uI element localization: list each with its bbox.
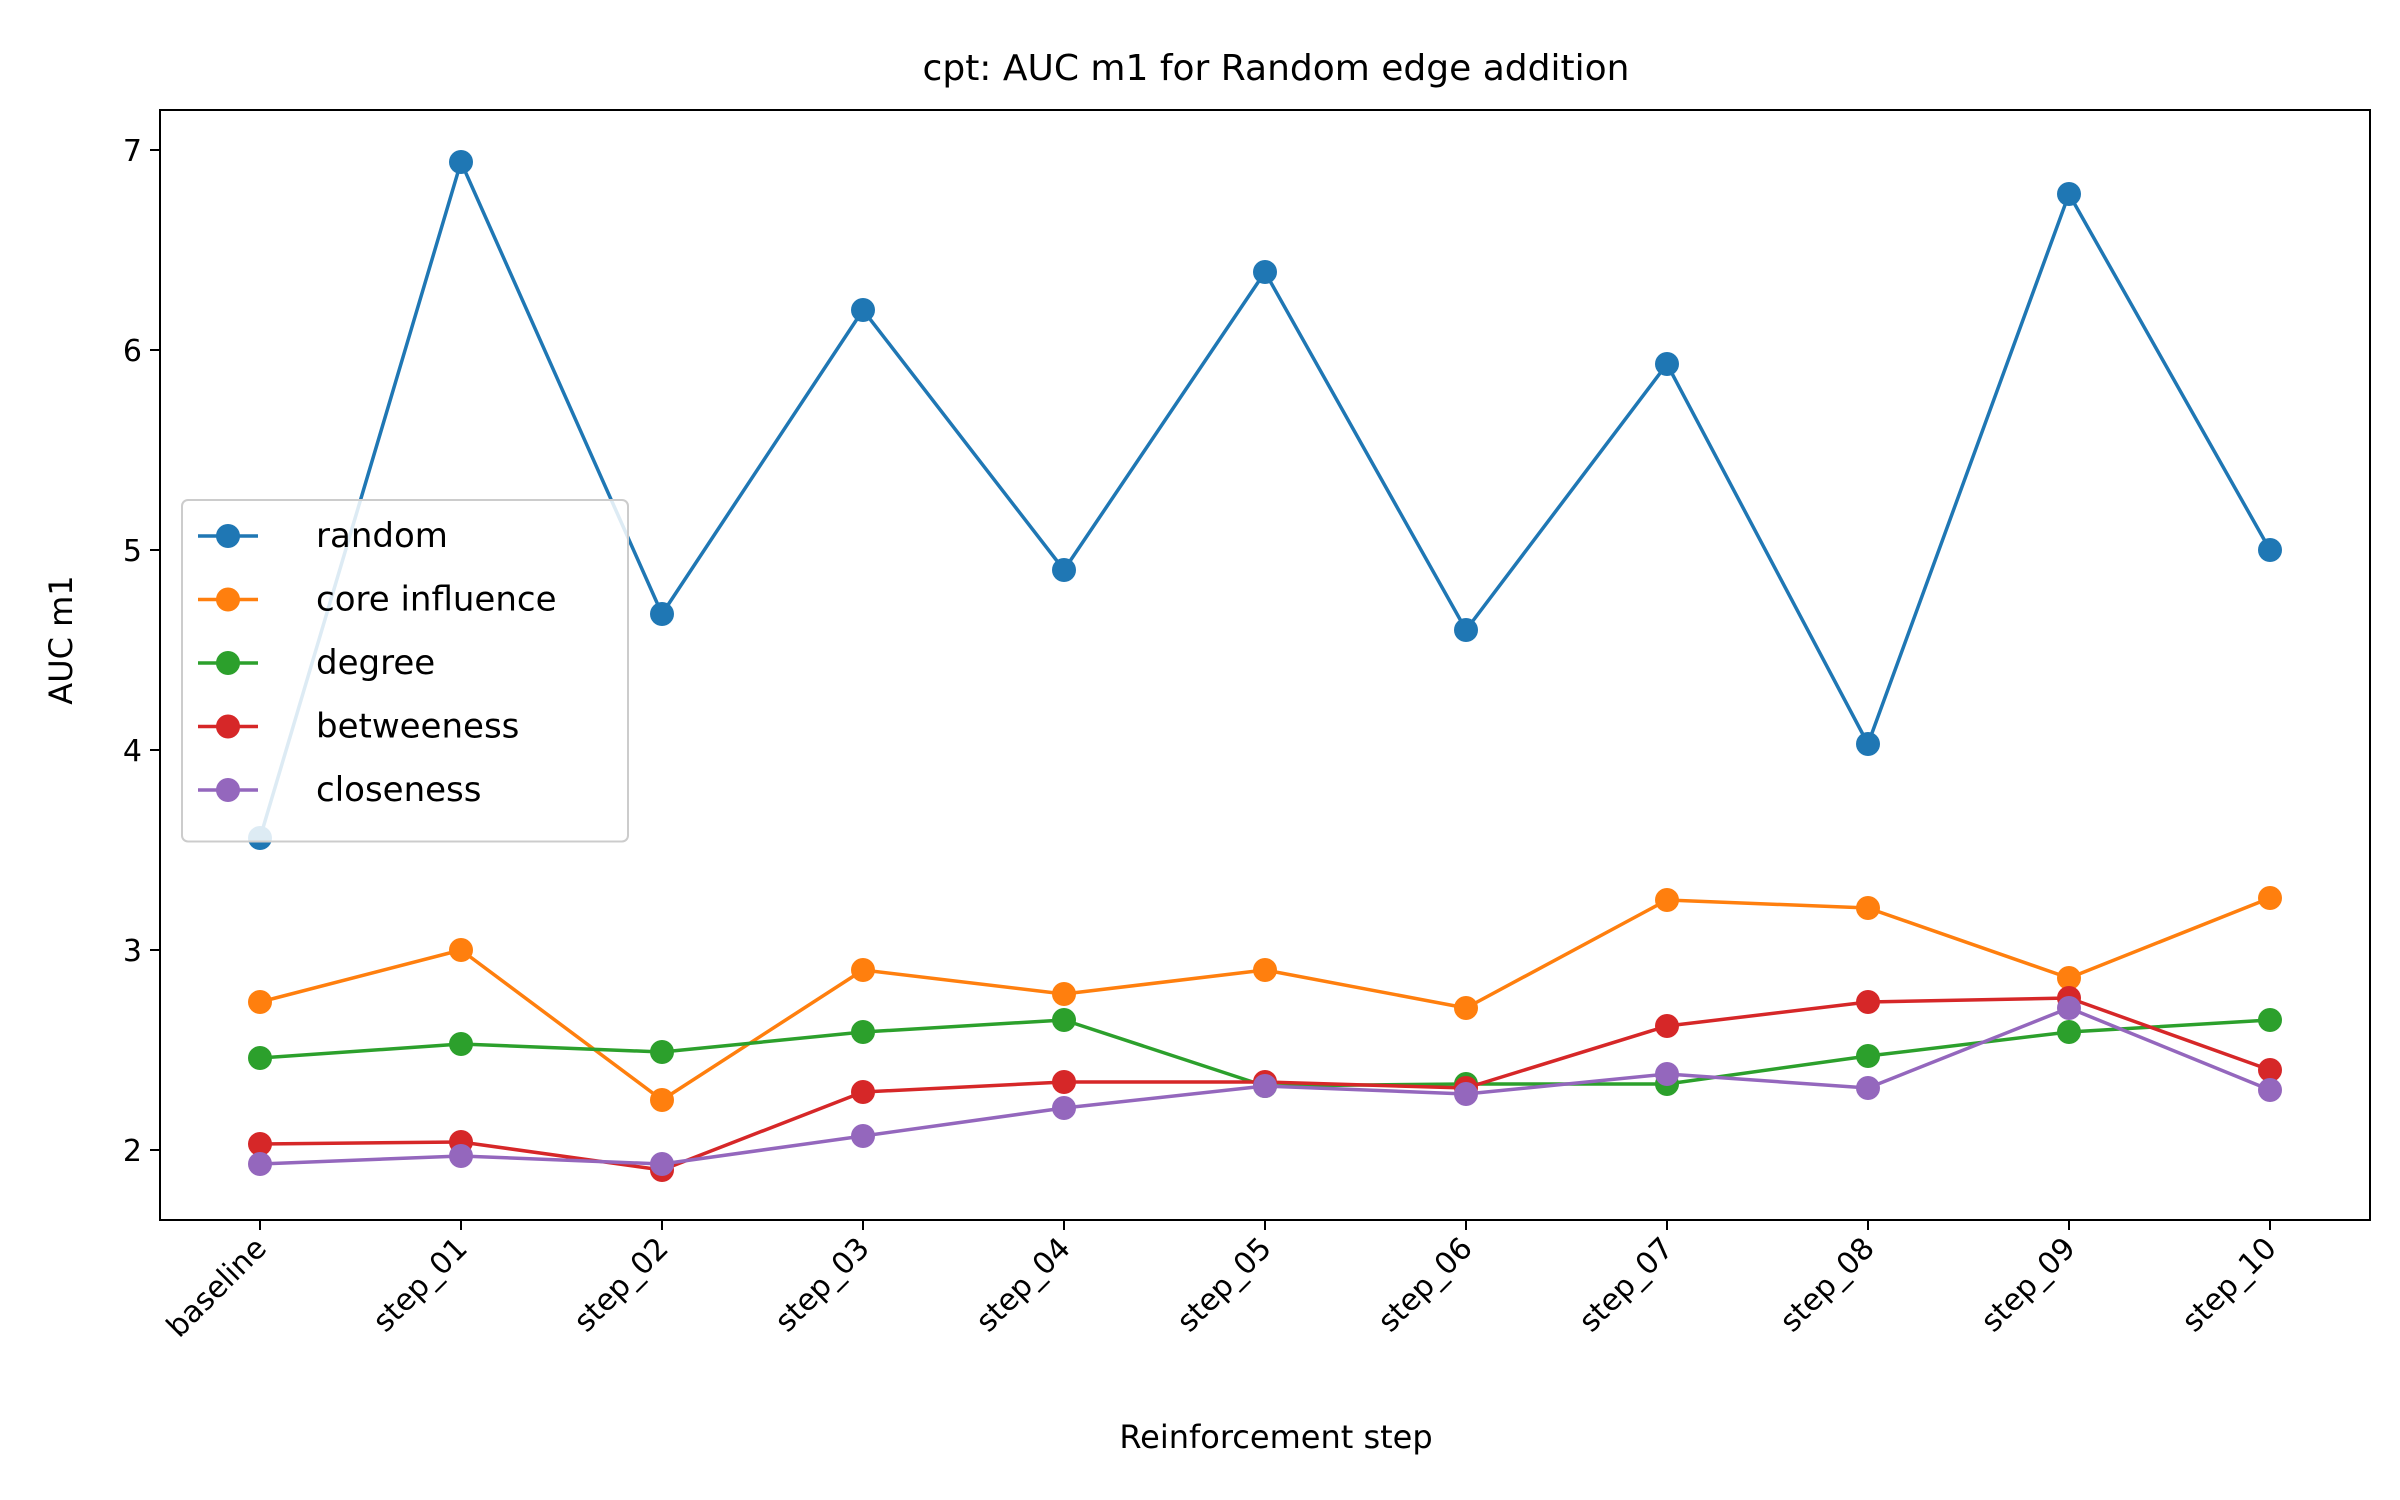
data-point — [1052, 1096, 1076, 1120]
data-point — [1655, 352, 1679, 376]
data-point — [1856, 896, 1880, 920]
data-point — [650, 1088, 674, 1112]
legend-swatch-marker — [216, 524, 240, 548]
data-point — [1253, 260, 1277, 284]
data-point — [2057, 996, 2081, 1020]
plot-frame — [159, 109, 2371, 1221]
data-point — [1856, 732, 1880, 756]
y-axis-label: AUC m1 — [42, 575, 80, 704]
data-point — [2258, 1078, 2282, 1102]
data-point — [851, 1020, 875, 1044]
data-point — [851, 298, 875, 322]
data-point — [1454, 618, 1478, 642]
data-point — [1052, 982, 1076, 1006]
legend: random core influence degree betweeness clos… — [181, 499, 629, 843]
data-point — [1856, 1076, 1880, 1100]
data-point — [2258, 1058, 2282, 1082]
data-point — [650, 1152, 674, 1176]
data-point — [449, 1032, 473, 1056]
legend-swatch-marker — [216, 714, 240, 739]
data-point — [650, 602, 674, 626]
data-point — [449, 938, 473, 962]
series-layer — [248, 150, 2282, 1182]
legend-swatch-marker — [216, 778, 240, 802]
legend-swatch-marker — [216, 587, 240, 612]
data-point — [1856, 1044, 1880, 1068]
data-point — [1052, 1008, 1076, 1032]
data-point — [1454, 1082, 1478, 1106]
y-tick-label: 2 — [123, 1134, 142, 1169]
data-point — [248, 1132, 272, 1156]
chart-title: cpt: AUC m1 for Random edge addition — [923, 48, 1630, 89]
data-point — [1253, 958, 1277, 982]
legend-label: closeness — [316, 770, 481, 810]
data-point — [851, 1124, 875, 1148]
data-point — [851, 958, 875, 982]
legend-label: random — [316, 516, 448, 556]
data-point — [851, 1080, 875, 1104]
data-point — [1655, 888, 1679, 912]
x-axis-label: Reinforcement step — [1119, 1418, 1432, 1456]
y-tick-label: 5 — [123, 534, 142, 569]
legend-box — [181, 499, 629, 843]
y-tick-label: 4 — [123, 734, 142, 769]
data-point — [1856, 990, 1880, 1014]
data-point — [1655, 1014, 1679, 1038]
data-point — [248, 1152, 272, 1176]
data-point — [2258, 886, 2282, 910]
legend-swatch-marker — [216, 651, 240, 675]
data-point — [2258, 1008, 2282, 1032]
y-tick-label: 6 — [123, 334, 142, 369]
data-point — [2057, 182, 2081, 206]
data-point — [2057, 966, 2081, 990]
data-point — [449, 1144, 473, 1168]
data-point — [1052, 558, 1076, 582]
data-point — [650, 1040, 674, 1064]
series-closeness — [248, 996, 2282, 1176]
y-tick-label: 7 — [123, 134, 142, 169]
data-point — [1052, 1070, 1076, 1094]
data-point — [2057, 1020, 2081, 1044]
data-point — [449, 150, 473, 174]
data-point — [248, 990, 272, 1014]
data-point — [1655, 1062, 1679, 1086]
y-tick-label: 3 — [123, 934, 142, 969]
data-point — [1253, 1074, 1277, 1098]
legend-label: core influence — [316, 580, 557, 620]
legend-label: betweeness — [316, 707, 519, 747]
data-point — [1454, 996, 1478, 1020]
data-point — [248, 1046, 272, 1070]
legend-label: degree — [316, 643, 435, 683]
data-point — [2258, 538, 2282, 562]
